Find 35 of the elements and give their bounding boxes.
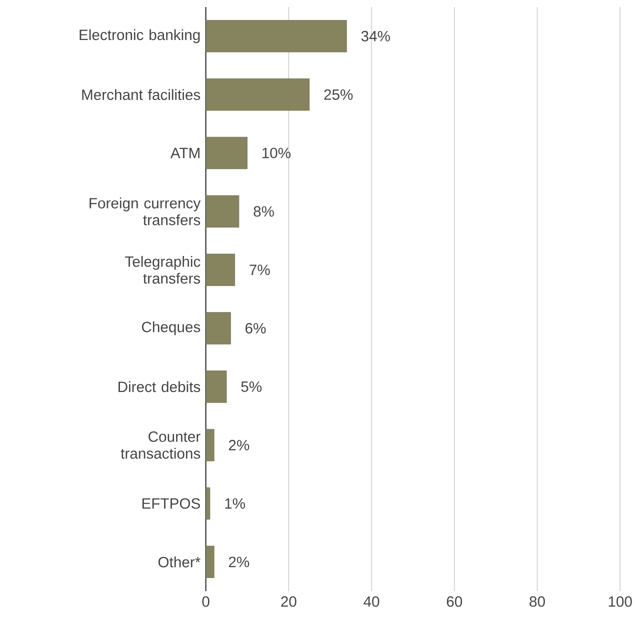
y-tick-label: Direct debits (118, 381, 200, 392)
data-label: 25% (324, 89, 353, 100)
data-label: 8% (254, 206, 274, 217)
x-tick-label: 100 (608, 596, 632, 607)
data-label: 2% (228, 440, 250, 450)
y-tick-label: Foreign currency transfers (90, 198, 201, 226)
bar (206, 312, 231, 344)
x-tick-label: 80 (530, 596, 545, 607)
x-tick-label: 20 (281, 596, 296, 607)
data-label: 2% (228, 556, 250, 568)
data-label: 7% (250, 264, 270, 276)
x-tick-label: 0 (202, 596, 210, 607)
y-tick-label: ATM (170, 148, 200, 158)
x-tick-label: 40 (364, 596, 380, 607)
y-tick-label: EFTPOS (142, 498, 200, 509)
y-tick-label: Cheques (142, 321, 200, 336)
bar (206, 546, 214, 578)
bar (206, 195, 240, 228)
bar (206, 370, 227, 403)
y-tick-label: Electronic banking (80, 29, 200, 44)
data-label: 10% (262, 148, 291, 158)
bar (206, 136, 248, 170)
data-label: 5% (241, 382, 262, 392)
data-label: 1% (225, 498, 245, 509)
y-tick-label: Other* (158, 556, 200, 568)
data-label: 6% (246, 323, 266, 334)
bar (206, 254, 236, 286)
y-tick-label: Telegraphic transfers (125, 256, 200, 284)
bar (206, 78, 310, 111)
data-label: 34% (361, 30, 390, 42)
x-tick-label: 60 (446, 596, 462, 607)
bar (206, 20, 347, 52)
bar (206, 429, 214, 462)
y-tick-label: Counter transactions (120, 431, 200, 459)
y-tick-label: Merchant facilities (82, 89, 200, 100)
